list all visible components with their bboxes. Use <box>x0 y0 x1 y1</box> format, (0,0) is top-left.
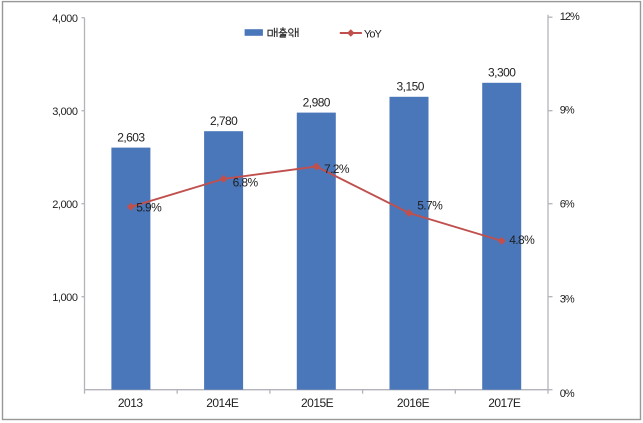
svg-text:9%: 9% <box>560 105 575 117</box>
svg-text:2014E: 2014E <box>206 396 239 410</box>
svg-text:7.2%: 7.2% <box>324 162 350 176</box>
svg-text:5.9%: 5.9% <box>136 200 162 214</box>
svg-text:3,150: 3,150 <box>397 80 425 94</box>
svg-text:2,000: 2,000 <box>52 199 78 211</box>
svg-text:2017E: 2017E <box>488 396 521 410</box>
svg-text:6.8%: 6.8% <box>233 176 259 190</box>
svg-text:0%: 0% <box>560 388 575 400</box>
svg-text:2015E: 2015E <box>301 396 334 410</box>
svg-text:1,000: 1,000 <box>52 292 78 304</box>
svg-text:6%: 6% <box>560 199 575 211</box>
svg-text:YoY: YoY <box>364 29 383 41</box>
svg-text:4,000: 4,000 <box>52 13 78 25</box>
svg-text:2016E: 2016E <box>397 396 430 410</box>
svg-text:2,780: 2,780 <box>210 114 238 128</box>
svg-text:2013: 2013 <box>118 396 144 410</box>
svg-text:3,300: 3,300 <box>488 66 516 80</box>
svg-text:4.8%: 4.8% <box>509 233 535 247</box>
svg-text:2,603: 2,603 <box>117 130 145 144</box>
svg-text:12%: 12% <box>560 11 580 23</box>
svg-text:2,980: 2,980 <box>303 95 331 109</box>
svg-text:3,000: 3,000 <box>52 106 78 118</box>
svg-text:5.7%: 5.7% <box>417 199 443 213</box>
svg-text:3%: 3% <box>560 293 575 305</box>
